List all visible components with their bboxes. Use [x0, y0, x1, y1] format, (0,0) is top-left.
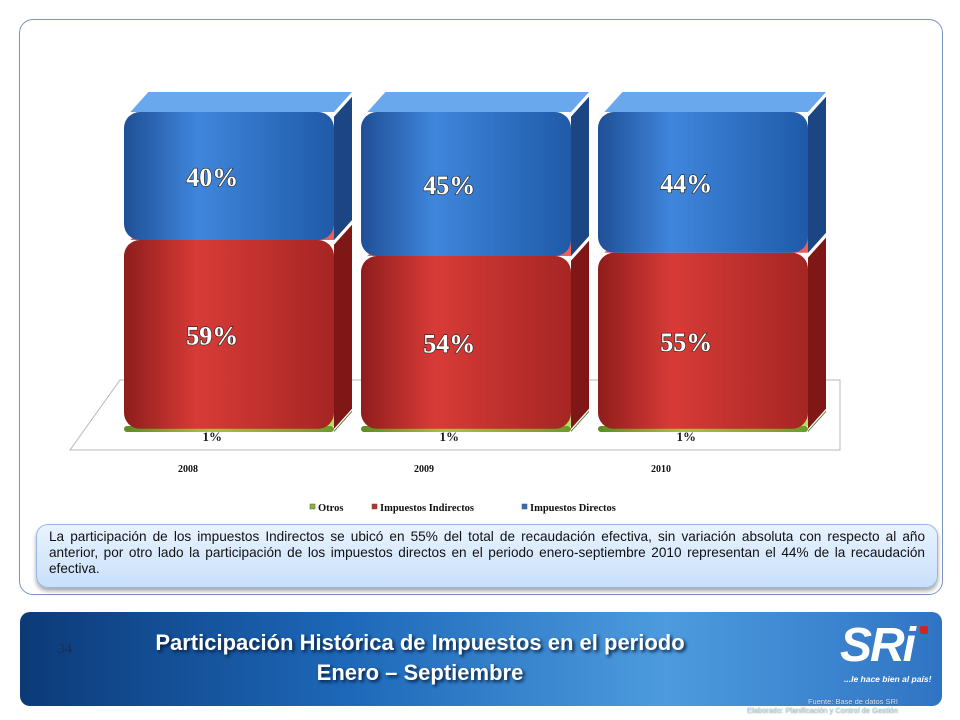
bar-front-indirectos-2010: [598, 252, 808, 429]
bar-side-directos-2009: [571, 96, 589, 256]
summary-note: La participación de los impuestos Indire…: [36, 524, 938, 588]
logo-accent-icon: [920, 626, 928, 634]
bar-front-indirectos-2008: [124, 240, 334, 429]
logo-text: SRi: [840, 619, 916, 672]
bar-directos-2009: [361, 92, 589, 256]
slide-title-line-1: Participación Histórica de Impuestos en …: [155, 630, 685, 655]
page-number: 34: [58, 642, 72, 657]
bars-group: [124, 92, 826, 432]
bar-directos-2010: [598, 92, 826, 253]
logo-tagline: ...le hace bien al país!: [844, 674, 932, 684]
data-labels-group: 1% 59% 40% 1% 54% 45% 1% 55% 44%: [186, 162, 713, 444]
slide-title-line-2: Enero – Septiembre: [316, 660, 524, 685]
footer-band: [20, 612, 942, 706]
source-line-2: Elaborado: Planificación y Control de Ge…: [747, 706, 898, 715]
bar-side-otros-2009: [571, 410, 589, 432]
x-tick-label-2009: 2009: [414, 464, 434, 475]
data-label-otros-2010: 1%: [676, 429, 696, 444]
bar-top-directos-2009: [367, 92, 589, 112]
stacked-bar-chart: 1% 59% 40% 1% 54% 45% 1% 55% 44% 2008 2009 2010 Ot…: [69, 92, 841, 514]
bar-side-otros-2010: [808, 410, 826, 432]
data-label-indirectos-2010: 55%: [660, 328, 712, 357]
data-label-directos-2008: 40%: [186, 163, 238, 192]
bar-side-otros-2008: [334, 410, 352, 432]
legend-label-directos: Impuestos Directos: [530, 503, 616, 514]
bar-top-directos-2010: [604, 92, 826, 112]
x-tick-label-2008: 2008: [178, 464, 198, 475]
data-label-otros-2008: 1%: [202, 429, 222, 444]
bar-directos-2008: [124, 92, 352, 240]
data-label-otros-2009: 1%: [439, 429, 459, 444]
bar-top-directos-2008: [130, 92, 352, 112]
legend-label-otros: Otros: [318, 503, 343, 514]
slide-title: Participación Histórica de Impuestos en …: [70, 628, 770, 688]
bar-side-indirectos-2008: [334, 224, 352, 429]
source-line-1: Fuente: Base de datos SRI: [807, 697, 898, 706]
bar-side-indirectos-2010: [808, 237, 826, 429]
data-label-indirectos-2008: 59%: [186, 321, 238, 350]
bar-front-indirectos-2009: [361, 256, 571, 429]
legend: Otros Impuestos Indirectos Impuestos Direc…: [309, 503, 616, 514]
x-axis-tick-labels: 2008 2009 2010: [178, 464, 671, 475]
legend-swatch-directos: [521, 503, 528, 510]
data-label-directos-2010: 44%: [660, 169, 712, 198]
data-label-indirectos-2009: 54%: [423, 329, 475, 358]
bar-side-directos-2010: [808, 96, 826, 253]
legend-swatch-indirectos: [371, 503, 378, 510]
sri-logo: SRi ...le hace bien al país!: [840, 622, 935, 692]
legend-label-indirectos: Impuestos Indirectos: [380, 503, 474, 514]
legend-swatch-otros: [309, 503, 316, 510]
bar-side-indirectos-2009: [571, 240, 589, 429]
source-note: Fuente: Base de datos SRI Elaborado: Pla…: [747, 697, 898, 715]
bar-front-directos-2010: [598, 112, 808, 253]
bar-front-directos-2008: [124, 112, 334, 240]
bar-front-directos-2009: [361, 112, 571, 256]
data-label-directos-2009: 45%: [423, 171, 475, 200]
x-tick-label-2010: 2010: [651, 464, 671, 475]
bar-side-directos-2008: [334, 96, 352, 240]
